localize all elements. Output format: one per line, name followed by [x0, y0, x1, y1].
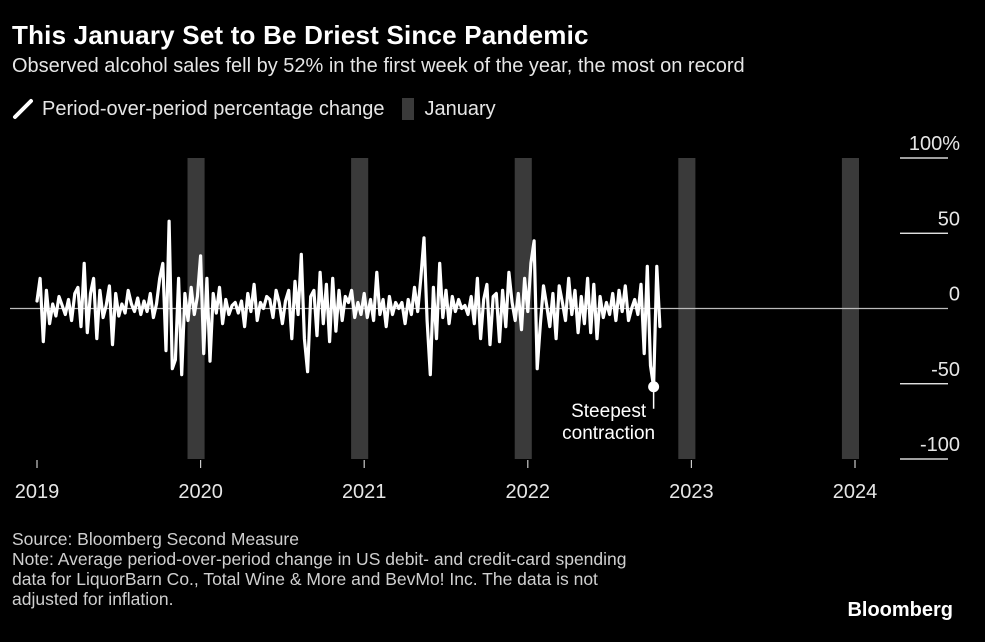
note-line-3: adjusted for inflation. [12, 589, 174, 609]
source-text: Source: Bloomberg Second Measure [12, 529, 299, 549]
x-tick-label: 2021 [342, 481, 387, 503]
chart-subtitle: Observed alcohol sales fell by 52% in th… [12, 55, 745, 77]
line-swatch-icon [12, 98, 34, 120]
x-tick-label: 2023 [669, 481, 714, 503]
legend: Period-over-period percentage change Jan… [12, 97, 514, 121]
x-tick-label: 2024 [833, 481, 878, 503]
legend-line-label: Period-over-period percentage change [42, 97, 385, 120]
y-tick-label: -100 [920, 434, 960, 456]
legend-item-line: Period-over-period percentage change [12, 98, 384, 121]
legend-bar-label: January [424, 97, 496, 120]
legend-item-january: January [402, 97, 496, 121]
annotation-line-1: Steepest [571, 401, 647, 422]
x-tick-label: 2022 [506, 481, 551, 503]
y-tick-label: 0 [949, 284, 960, 306]
x-tick-label: 2020 [178, 481, 223, 503]
note-line-2: data for LiquorBarn Co., Total Wine & Mo… [12, 569, 598, 589]
y-tick-label: -50 [931, 359, 960, 381]
january-swatch-icon [402, 98, 415, 120]
y-tick-label: 50 [938, 208, 960, 230]
bloomberg-logo: Bloomberg [847, 599, 953, 621]
footer: Source: Bloomberg Second Measure Note: A… [12, 529, 627, 609]
series-line [35, 219, 662, 389]
note-line-1: Note: Average period-over-period change … [12, 549, 627, 569]
annotation-line-2: contraction [562, 423, 655, 444]
y-tick-label: 100% [909, 133, 960, 155]
chart-title: This January Set to Be Driest Since Pand… [12, 20, 589, 50]
x-tick-label: 2019 [15, 481, 60, 503]
